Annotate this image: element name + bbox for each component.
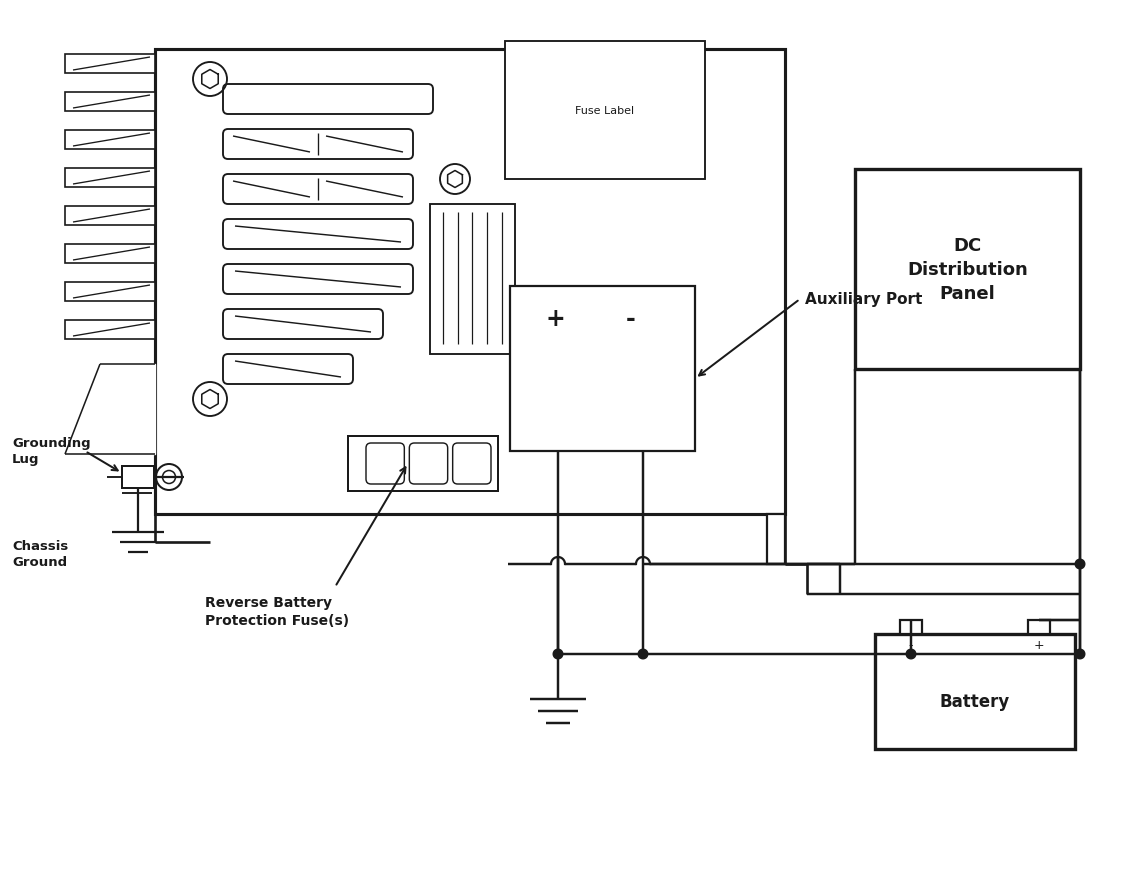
Bar bbox=[65, 321, 155, 340]
Bar bbox=[875, 634, 1075, 749]
Bar bbox=[122, 467, 154, 488]
Bar bbox=[855, 169, 1080, 369]
Bar bbox=[65, 169, 155, 188]
FancyBboxPatch shape bbox=[223, 220, 413, 249]
Bar bbox=[518, 287, 593, 355]
Bar bbox=[510, 287, 695, 452]
Circle shape bbox=[553, 649, 563, 659]
Bar bbox=[65, 245, 155, 263]
FancyBboxPatch shape bbox=[223, 175, 413, 205]
Text: Chassis
Ground: Chassis Ground bbox=[13, 540, 68, 569]
Bar bbox=[593, 287, 668, 355]
Bar bbox=[65, 93, 155, 112]
Text: -: - bbox=[626, 307, 635, 330]
Circle shape bbox=[906, 649, 916, 659]
Bar bbox=[155, 50, 785, 514]
Bar bbox=[900, 620, 922, 634]
Text: Battery: Battery bbox=[940, 693, 1011, 711]
Circle shape bbox=[637, 412, 649, 423]
Circle shape bbox=[1075, 560, 1085, 569]
Circle shape bbox=[1075, 649, 1085, 659]
Bar bbox=[65, 55, 155, 74]
Bar bbox=[1028, 620, 1050, 634]
FancyBboxPatch shape bbox=[366, 443, 404, 484]
FancyBboxPatch shape bbox=[223, 265, 413, 295]
Text: Auxiliary Port: Auxiliary Port bbox=[805, 292, 923, 307]
Text: Grounding
Lug: Grounding Lug bbox=[13, 437, 91, 466]
FancyBboxPatch shape bbox=[223, 355, 353, 385]
Bar bbox=[430, 205, 516, 355]
Bar bbox=[767, 514, 785, 564]
Text: +: + bbox=[1033, 638, 1045, 651]
Polygon shape bbox=[65, 365, 155, 454]
Text: -: - bbox=[909, 638, 914, 651]
Circle shape bbox=[552, 412, 563, 423]
Text: Fuse Label: Fuse Label bbox=[576, 106, 635, 116]
FancyBboxPatch shape bbox=[453, 443, 490, 484]
FancyBboxPatch shape bbox=[223, 309, 384, 340]
Text: Reverse Battery
Protection Fuse(s): Reverse Battery Protection Fuse(s) bbox=[205, 595, 349, 627]
Text: DC
Distribution
Panel: DC Distribution Panel bbox=[907, 237, 1028, 302]
Bar bbox=[348, 436, 498, 492]
Circle shape bbox=[638, 649, 648, 659]
Text: +: + bbox=[545, 307, 566, 330]
Bar bbox=[65, 282, 155, 302]
Bar bbox=[65, 207, 155, 226]
FancyBboxPatch shape bbox=[410, 443, 447, 484]
Bar bbox=[65, 131, 155, 149]
FancyBboxPatch shape bbox=[223, 129, 413, 160]
Bar bbox=[505, 42, 706, 180]
FancyBboxPatch shape bbox=[223, 85, 432, 115]
